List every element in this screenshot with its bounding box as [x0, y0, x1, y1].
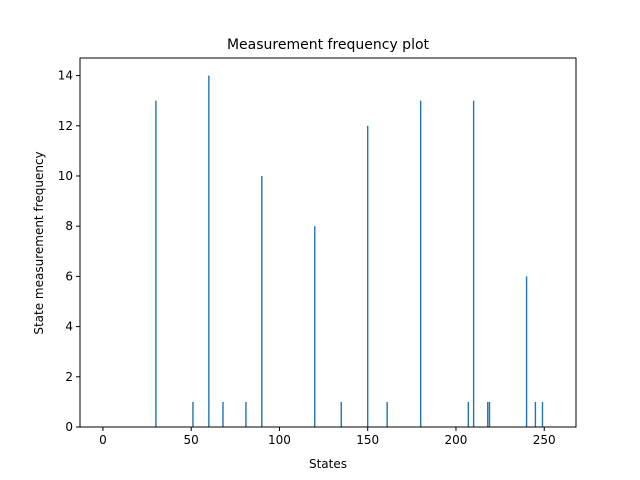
- bar-state-135: [340, 401, 342, 427]
- bar-state-218: [487, 401, 489, 427]
- bar-state-120: [314, 226, 316, 427]
- x-tick-label-200: 200: [445, 433, 468, 447]
- bar-state-150: [367, 125, 369, 427]
- x-tick-label-150: 150: [356, 433, 379, 447]
- bar-state-210: [472, 100, 475, 428]
- y-tick-label-2: 2: [65, 370, 73, 384]
- x-axis-label: States: [309, 457, 347, 471]
- bar-state-180: [419, 100, 422, 428]
- bar-state-90: [261, 175, 263, 427]
- plot-frame: [79, 57, 577, 428]
- y-tick-label-0: 0: [65, 420, 73, 434]
- x-axis: 0 50 100 150 200 250: [99, 427, 556, 447]
- x-tick-label-100: 100: [268, 433, 291, 447]
- bar-state-68: [222, 401, 224, 427]
- bar-state-161: [386, 401, 388, 427]
- bar-state-207: [467, 401, 470, 427]
- x-tick-label-250: 250: [533, 433, 556, 447]
- x-tick-label-0: 0: [99, 433, 107, 447]
- y-tick-label-6: 6: [65, 269, 73, 283]
- y-tick-label-10: 10: [58, 169, 73, 183]
- y-axis-label: State measurement frequency: [32, 151, 46, 334]
- bar-state-219: [488, 401, 491, 427]
- bar-state-249: [541, 401, 544, 427]
- bar-state-30: [155, 100, 157, 428]
- y-tick-label-12: 12: [58, 119, 73, 133]
- bar-state-81: [245, 401, 247, 427]
- y-tick-label-4: 4: [65, 320, 73, 334]
- bar-state-51: [192, 401, 194, 427]
- bar-state-60: [208, 75, 210, 428]
- y-tick-label-14: 14: [58, 69, 73, 83]
- y-axis: 0 2 4 6 8 10 12 14: [58, 69, 80, 434]
- y-tick-label-8: 8: [65, 219, 73, 233]
- bar-state-240: [525, 276, 528, 427]
- x-tick-label-50: 50: [184, 433, 199, 447]
- bars-group: [155, 75, 544, 428]
- chart-title: Measurement frequency plot: [227, 37, 430, 53]
- bar-state-245: [534, 401, 537, 427]
